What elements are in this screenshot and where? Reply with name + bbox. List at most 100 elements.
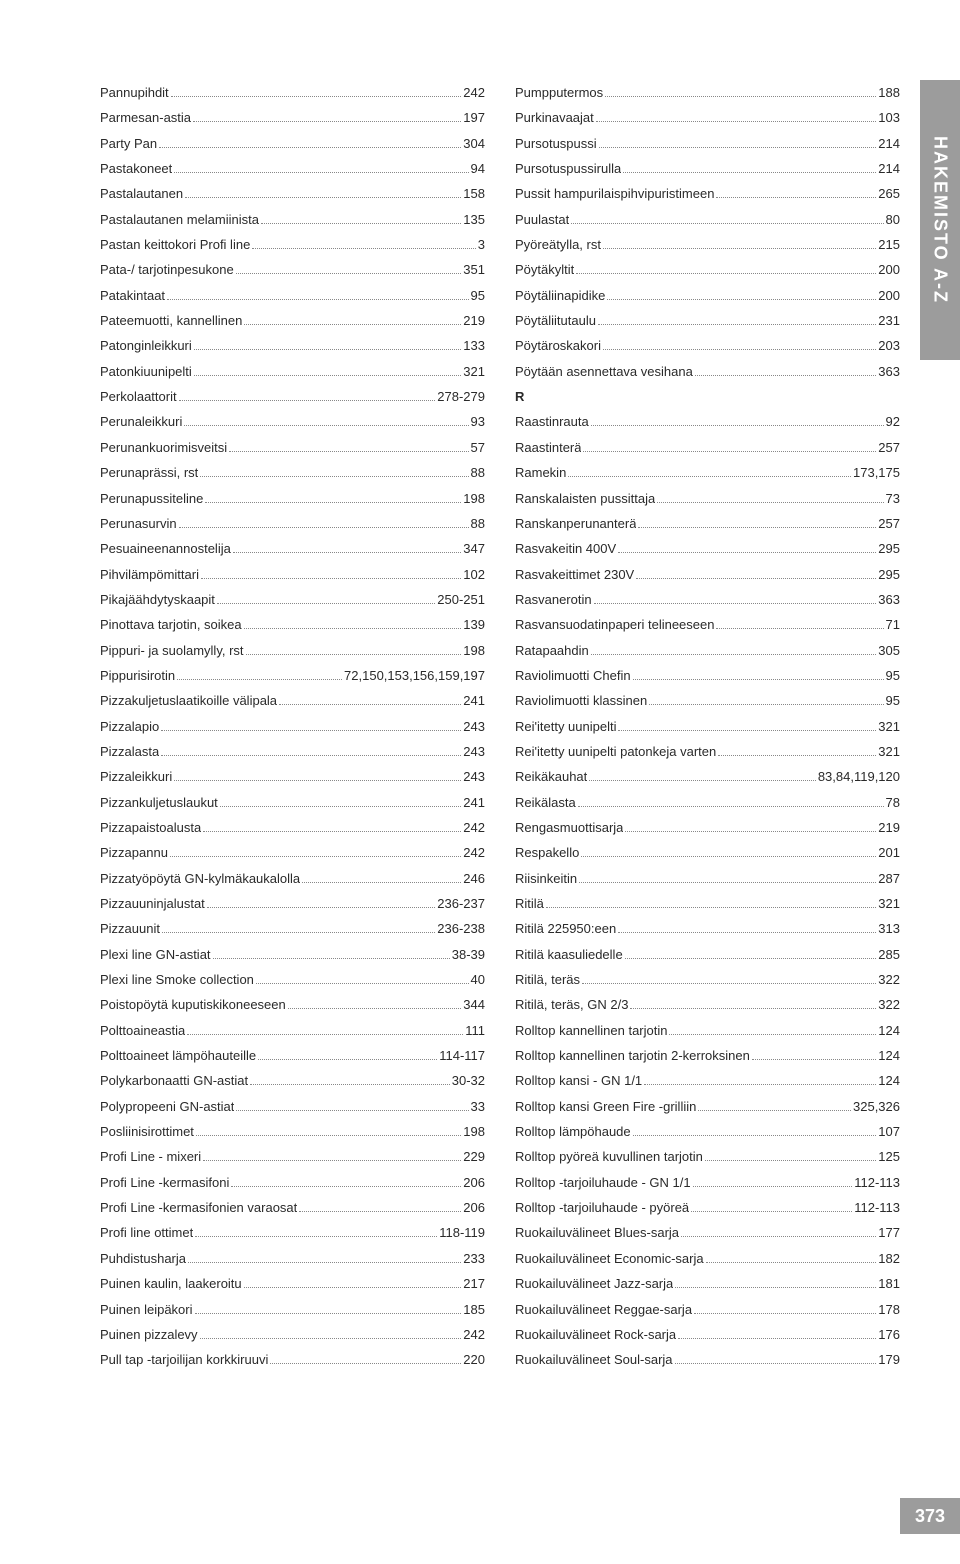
index-entry-page: 88 [471,511,485,536]
index-entry-page: 242 [463,80,485,105]
index-entry: Purkinavaajat103 [515,105,900,130]
leader-dots [546,907,876,908]
index-entry: Rolltop pyöreä kuvullinen tarjotin125 [515,1144,900,1169]
leader-dots [179,400,436,401]
leader-dots [179,527,469,528]
index-entry: Puinen kaulin, laakeroitu217 [100,1271,485,1296]
leader-dots [603,349,876,350]
leader-dots [618,552,876,553]
index-entry-label: Pippuri- ja suolamylly, rst [100,638,244,663]
leader-dots [582,983,876,984]
index-entry: Pöytäkyltit200 [515,257,900,282]
index-entry-label: Rolltop kannellinen tarjotin 2-kerroksin… [515,1043,750,1068]
index-entry: Polypropeeni GN-astiat33 [100,1094,485,1119]
leader-dots [170,856,461,857]
leader-dots [638,527,876,528]
index-entry: Pippurisirotin72,150,153,156,159,197 [100,663,485,688]
index-entry-label: Pöytäkyltit [515,257,574,282]
index-entry-label: Pastakoneet [100,156,172,181]
leader-dots [244,1287,462,1288]
index-entry-label: Pizzalapio [100,714,159,739]
index-entry: Rolltop kansi Green Fire -grilliin325,32… [515,1094,900,1119]
index-entry-page: 305 [878,638,900,663]
index-entry-page: 203 [878,333,900,358]
index-entry-page: 200 [878,283,900,308]
index-entry-page: 114-117 [439,1043,485,1068]
index-entry: Raviolimuotti klassinen95 [515,688,900,713]
leader-dots [752,1059,876,1060]
leader-dots [633,679,884,680]
index-entry-page: 257 [878,511,900,536]
index-entry-page: 236-238 [437,916,485,941]
section-letter: R [515,384,900,409]
leader-dots [675,1287,876,1288]
index-column-right: Pumpputermos188Purkinavaajat103Pursotusp… [515,80,900,1373]
index-entry-label: Ruokailuvälineet Soul-sarja [515,1347,673,1372]
index-entry-page: 220 [463,1347,485,1372]
index-entry-label: Pöytään asennettava vesihana [515,359,693,384]
index-entry-label: Ranskanperunanterä [515,511,636,536]
index-entry-page: 242 [463,815,485,840]
index-entry-label: Rei'itetty uunipelti patonkeja varten [515,739,716,764]
index-entry-page: 139 [463,612,485,637]
index-entry-label: Pull tap -tarjoilijan korkkiruuvi [100,1347,268,1372]
index-entry-page: 124 [878,1018,900,1043]
index-entry: Pizzauunit236-238 [100,916,485,941]
index-entry-page: 188 [878,80,900,105]
leader-dots [252,248,475,249]
index-entry: Riisinkeitin287 [515,866,900,891]
leader-dots [598,324,876,325]
index-entry-label: Puulastat [515,207,569,232]
leader-dots [236,1110,468,1111]
leader-dots [200,1338,462,1339]
leader-dots [195,1313,462,1314]
index-entry-page: 363 [878,359,900,384]
index-entry-label: Ruokailuvälineet Jazz-sarja [515,1271,673,1296]
index-entry-page: 201 [878,840,900,865]
leader-dots [174,172,468,173]
index-entry-label: Patonkiuunipelti [100,359,192,384]
index-entry: Rasvanerotin363 [515,587,900,612]
index-entry-page: 176 [878,1322,900,1347]
leader-dots [207,907,435,908]
leader-dots [187,1034,463,1035]
leader-dots [193,121,461,122]
index-entry: Pussit hampurilaispihvipuristimeen265 [515,181,900,206]
index-entry-label: Rasvanerotin [515,587,592,612]
index-entry: Pöytäliitutaulu231 [515,308,900,333]
index-entry: Pumpputermos188 [515,80,900,105]
index-entry-label: Posliinisirottimet [100,1119,194,1144]
index-entry-page: 278-279 [437,384,485,409]
leader-dots [205,502,461,503]
index-entry-page: 83,84,119,120 [818,764,900,789]
index-entry: Pikajäähdytyskaapit250-251 [100,587,485,612]
index-entry-page: 38-39 [452,942,485,967]
index-entry-page: 295 [878,536,900,561]
index-entry-label: Rolltop kansi Green Fire -grilliin [515,1094,696,1119]
leader-dots [568,476,851,477]
index-entry: Polttoaineastia111 [100,1018,485,1043]
leader-dots [220,806,462,807]
index-entry-page: 321 [463,359,485,384]
index-entry: Pyöreätylla, rst215 [515,232,900,257]
index-entry: Ritilä, teräs, GN 2/3322 [515,992,900,1017]
index-entry-label: Ranskalaisten pussittaja [515,486,655,511]
index-entry-label: Pikajäähdytyskaapit [100,587,215,612]
index-entry-page: 233 [463,1246,485,1271]
index-entry: Puhdistusharja233 [100,1246,485,1271]
index-entry-page: 178 [878,1297,900,1322]
index-entry-label: Rolltop kannellinen tarjotin [515,1018,667,1043]
index-entry-label: Riisinkeitin [515,866,577,891]
index-entry: Pöytään asennettava vesihana 363 [515,359,900,384]
leader-dots [162,932,435,933]
leader-dots [716,628,883,629]
leader-dots [195,1236,437,1237]
index-entry-label: Pöytäroskakori [515,333,601,358]
index-entry-label: Patakintaat [100,283,165,308]
index-entry-label: Poistopöytä kuputiskikoneeseen [100,992,286,1017]
index-entry: Profi Line - mixeri229 [100,1144,485,1169]
index-entry: Patonkiuunipelti 321 [100,359,485,384]
index-entry-page: 344 [463,992,485,1017]
index-entry-label: Perunankuorimisveitsi [100,435,227,460]
index-entry-label: Rengasmuottisarja [515,815,623,840]
